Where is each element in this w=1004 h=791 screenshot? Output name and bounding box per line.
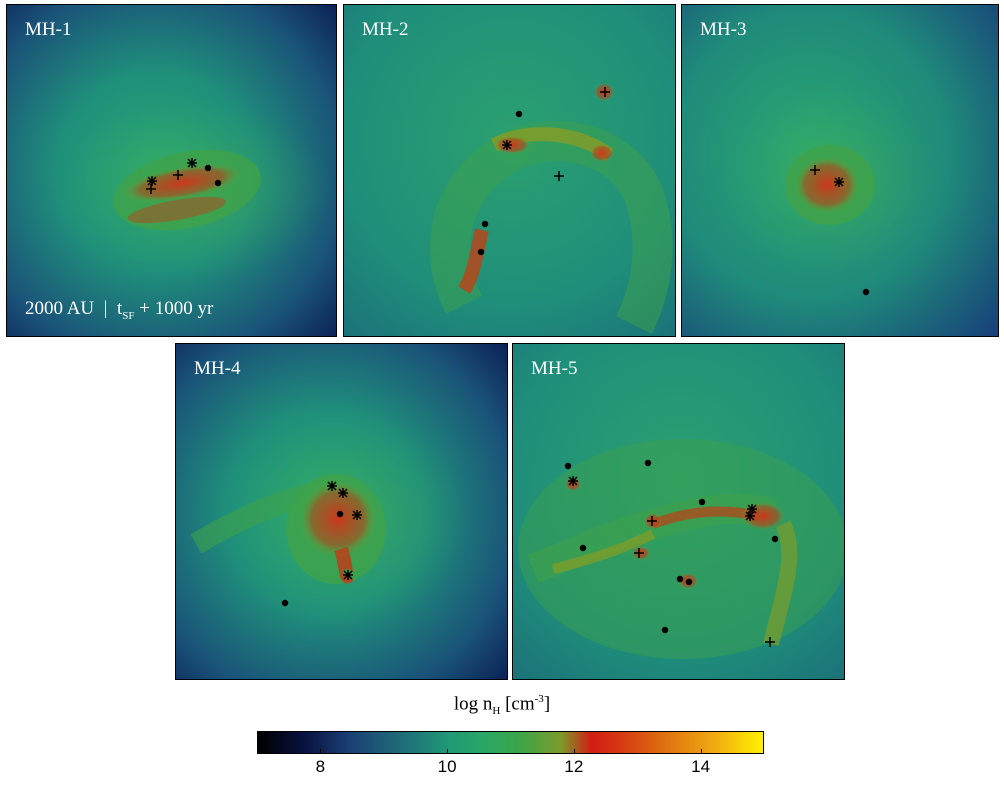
density-map-mh-1 xyxy=(7,5,336,336)
markers-mh-3 xyxy=(810,165,870,296)
time-offset: + 1000 yr xyxy=(134,298,214,320)
panel-label: MH-2 xyxy=(362,19,409,40)
plus-marker xyxy=(173,170,183,180)
markers-mh-4 xyxy=(281,481,362,607)
panel-label: MH-5 xyxy=(531,358,578,379)
panel-mh-5: MH-5 xyxy=(512,343,845,680)
panel-mh-4: MH-4 xyxy=(175,343,508,680)
dot-marker xyxy=(771,535,779,543)
dot-marker xyxy=(481,220,489,228)
colorbar-tick-label: 12 xyxy=(564,757,584,776)
colorbar-tick-label: 10 xyxy=(437,757,457,776)
scale-length: 2000 AU xyxy=(25,298,95,320)
density-map-mh-5 xyxy=(513,344,844,679)
star-marker xyxy=(343,570,353,580)
panel-mh-1: MH-1 2000 AU | tSF + 1000 yr xyxy=(6,4,337,337)
dot-marker xyxy=(281,599,289,607)
colorbar-tick-label: 8 xyxy=(315,757,326,776)
plus-marker xyxy=(810,165,820,175)
colorbar-title-unit: [cm xyxy=(500,693,535,715)
dot-marker xyxy=(515,110,523,118)
markers-mh-1 xyxy=(146,158,222,194)
plus-marker xyxy=(554,171,564,181)
dot-marker xyxy=(214,179,222,187)
star-marker xyxy=(502,140,512,150)
star-marker xyxy=(147,176,157,186)
dot-marker xyxy=(698,498,706,506)
density-map-mh-2 xyxy=(344,5,675,336)
star-marker xyxy=(747,504,757,514)
markers-mh-5 xyxy=(564,459,779,647)
dot-marker xyxy=(862,288,870,296)
colorbar-tick-mark xyxy=(447,749,449,754)
plus-marker xyxy=(765,637,775,647)
dot-marker xyxy=(685,578,693,586)
colorbar-tick-mark xyxy=(700,749,702,754)
markers-mh-2 xyxy=(477,87,610,256)
panel-mh-2: MH-2 xyxy=(343,4,676,337)
star-marker xyxy=(187,158,197,168)
dot-marker xyxy=(644,459,652,467)
star-marker xyxy=(338,488,348,498)
plus-marker xyxy=(600,87,610,97)
dot-marker xyxy=(204,164,212,172)
colorbar-title-sub: H xyxy=(492,705,501,718)
dot-marker xyxy=(564,462,572,470)
star-marker xyxy=(327,481,337,491)
panel-label: MH-3 xyxy=(700,19,747,40)
star-marker xyxy=(568,476,578,486)
panel-mh-3: MH-3 xyxy=(681,4,999,337)
colorbar-title: log nH [cm-3] xyxy=(0,693,1004,717)
plus-marker xyxy=(634,548,644,558)
density-map-mh-4 xyxy=(176,344,507,679)
dot-marker xyxy=(477,248,485,256)
plus-marker xyxy=(647,516,657,526)
dot-marker xyxy=(336,510,344,518)
panel-label: MH-4 xyxy=(194,358,241,379)
colorbar xyxy=(257,731,764,754)
density-map-mh-3 xyxy=(682,5,998,336)
star-marker xyxy=(745,511,755,521)
time-subscript: SF xyxy=(122,310,135,322)
panel-label: MH-1 xyxy=(25,19,72,40)
time-symbol: t xyxy=(116,298,123,320)
plus-marker xyxy=(146,184,156,194)
colorbar-title-sup: -3 xyxy=(534,693,544,705)
dot-marker xyxy=(676,575,684,583)
colorbar-title-close: ] xyxy=(543,693,551,715)
colorbar-title-main: log n xyxy=(453,693,493,715)
scale-annotation: 2000 AU | tSF + 1000 yr xyxy=(25,298,213,322)
colorbar-tick-label: 14 xyxy=(691,757,711,776)
star-marker xyxy=(352,510,362,520)
star-marker xyxy=(834,177,844,187)
colorbar-tick-mark xyxy=(573,749,575,754)
scale-separator: | xyxy=(103,298,108,320)
dot-marker xyxy=(579,544,587,552)
colorbar-tick-mark xyxy=(320,749,322,754)
dot-marker xyxy=(661,626,669,634)
